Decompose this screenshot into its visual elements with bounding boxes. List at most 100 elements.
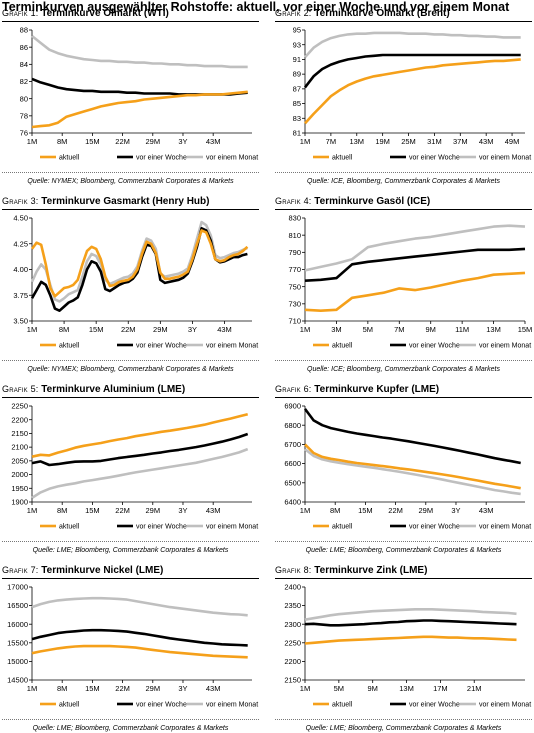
chart-title: Grafik 5: Terminkurve Aluminium (LME) [2, 384, 185, 395]
x-tick-label: 3Y [188, 325, 197, 334]
page-title: Terminkurven ausgewählter Rohstoffe: akt… [2, 0, 510, 14]
y-tick-label: 3.50 [13, 317, 28, 326]
x-tick-label: 15M [518, 325, 532, 334]
legend-label: aktuell [332, 524, 353, 531]
y-tick-label: 2250 [284, 638, 301, 647]
legend-label: vor einem Monat [479, 524, 531, 531]
title-rule [2, 397, 259, 398]
x-tick-label: 1M [27, 684, 37, 693]
source-rule [275, 360, 532, 361]
y-tick-label: 76 [20, 129, 28, 138]
series-line-vor-einer-woche [31, 432, 249, 467]
chart-panel-6: Grafik 6: Terminkurve Kupfer (LME) 6400 65… [275, 384, 532, 554]
source-rule [2, 360, 259, 361]
chart-title: Grafik 7: Terminkurve Nickel (LME) [2, 565, 163, 576]
y-tick-label: 4.25 [13, 239, 28, 248]
chart-name: Terminkurve Aluminium (LME) [38, 384, 186, 395]
chart-name: Terminkurve Nickel (LME) [38, 565, 164, 576]
x-tick-label: 25M [401, 137, 416, 146]
y-tick-label: 2150 [11, 429, 28, 438]
series-line-vor-einem-monat [304, 448, 521, 496]
line-chart: 76 78 80 82 84 86 88 1M 8M 15M 22M 29M 3Y 43M aktuell v… [20, 26, 259, 162]
legend-label: vor einer Woche [409, 155, 460, 162]
y-tick-label: 2400 [284, 583, 301, 592]
chart-source: Quelle: NYMEX; Bloomberg, Commerzbank Co… [27, 178, 234, 185]
x-tick-label: 49M [505, 137, 520, 146]
chart-number: Grafik 5: [2, 384, 39, 394]
chart-title: Grafik 8: Terminkurve Zink (LME) [275, 565, 427, 576]
chart-number: Grafik 8: [275, 565, 312, 575]
y-tick-label: 730 [288, 299, 301, 308]
chart-title: Grafik 2: Terminkurve Ölmarkt (Brent) [275, 8, 450, 19]
chart-panel-3: Grafik 3: Terminkurve Gasmarkt (Henry Hu… [2, 196, 259, 373]
series-line-vor-einer-woche [304, 619, 517, 627]
x-tick-label: 8M [330, 506, 340, 515]
y-tick-label: 4.50 [13, 214, 28, 223]
series-line-vor-einem-monat [31, 34, 248, 69]
y-tick-label: 80 [20, 94, 28, 103]
chart-source: Quelle: NYMEX; Bloomberg, Commerzbank Co… [27, 366, 234, 373]
y-tick-label: 15500 [7, 638, 28, 647]
x-tick-label: 29M [418, 506, 433, 515]
chart-panel-4: Grafik 4: Terminkurve Gasöl (ICE) 710 730 7… [275, 196, 532, 373]
chart-name: Terminkurve Kupfer (LME) [311, 384, 440, 395]
legend-label: vor einer Woche [136, 702, 187, 709]
legend-label: vor einem Monat [206, 524, 258, 531]
legend-label: vor einer Woche [136, 524, 187, 531]
legend-label: aktuell [59, 343, 80, 350]
y-tick-label: 6800 [284, 421, 301, 430]
series-line-aktuell [304, 635, 517, 645]
line-chart: 710 730 750 770 790 810 830 1M 3M 5M 7M 9M 11M 13M 15M… [288, 214, 532, 350]
x-tick-label: 9M [367, 684, 377, 693]
y-tick-label: 85 [293, 99, 301, 108]
y-tick-label: 6700 [284, 440, 301, 449]
x-tick-label: 29M [145, 137, 160, 146]
series-line-aktuell [304, 58, 521, 125]
x-tick-label: 22M [115, 684, 130, 693]
y-tick-label: 2200 [284, 657, 301, 666]
line-chart: 81 83 85 87 89 91 93 95 1M 7M 13M 19M 25M 31M 37M 43M 49… [293, 26, 532, 162]
series-line-vor-einem-monat [31, 596, 248, 617]
y-tick-label: 6600 [284, 459, 301, 468]
y-tick-label: 6900 [284, 402, 301, 411]
x-tick-label: 43M [479, 506, 494, 515]
chart-title: Grafik 1: Terminkurve Ölmarkt (WTI) [2, 8, 169, 19]
y-tick-label: 86 [20, 43, 28, 52]
x-tick-label: 15M [358, 506, 373, 515]
x-tick-label: 1M [27, 506, 37, 515]
legend-label: vor einem Monat [206, 702, 258, 709]
x-tick-label: 29M [145, 684, 160, 693]
line-chart: 1900 1950 2000 2050 2100 2150 2200 2250 1M 8M 15M 2… [11, 402, 258, 531]
chart-title: Grafik 3: Terminkurve Gasmarkt (Henry Hu… [2, 196, 209, 207]
series-line-vor-einer-woche [303, 408, 521, 465]
chart-source: Quelle: ICE; Bloomberg, Commerzbank Corp… [307, 366, 500, 373]
y-tick-label: 93 [293, 40, 301, 49]
legend-label: aktuell [59, 155, 80, 162]
y-tick-label: 1950 [11, 484, 28, 493]
chart-name: Terminkurve Zink (LME) [311, 565, 428, 576]
chart-panel-2: Grafik 2: Terminkurve Ölmarkt (Brent) 81 8… [275, 8, 532, 185]
chart-number: Grafik 3: [2, 196, 39, 206]
y-tick-label: 2250 [11, 402, 28, 411]
x-tick-label: 1M [300, 137, 310, 146]
series-line-aktuell [304, 443, 521, 490]
title-rule [275, 397, 532, 398]
source-rule [2, 719, 259, 720]
series-line-vor-einem-monat [304, 224, 526, 272]
x-tick-label: 1M [27, 325, 37, 334]
y-tick-label: 17000 [7, 583, 28, 592]
x-tick-label: 22M [388, 506, 403, 515]
y-tick-label: 1900 [11, 498, 28, 507]
chart-title: Grafik 6: Terminkurve Kupfer (LME) [275, 384, 439, 395]
x-tick-label: 1M [300, 506, 310, 515]
series-line-aktuell [304, 271, 526, 312]
x-tick-label: 43M [217, 325, 232, 334]
chart-number: Grafik 7: [2, 565, 39, 575]
x-tick-label: 29M [145, 506, 160, 515]
source-rule [2, 172, 259, 173]
y-tick-label: 88 [20, 26, 28, 35]
y-tick-label: 6400 [284, 498, 301, 507]
x-tick-label: 22M [115, 506, 130, 515]
y-tick-label: 830 [288, 214, 301, 223]
legend-label: aktuell [332, 343, 353, 350]
